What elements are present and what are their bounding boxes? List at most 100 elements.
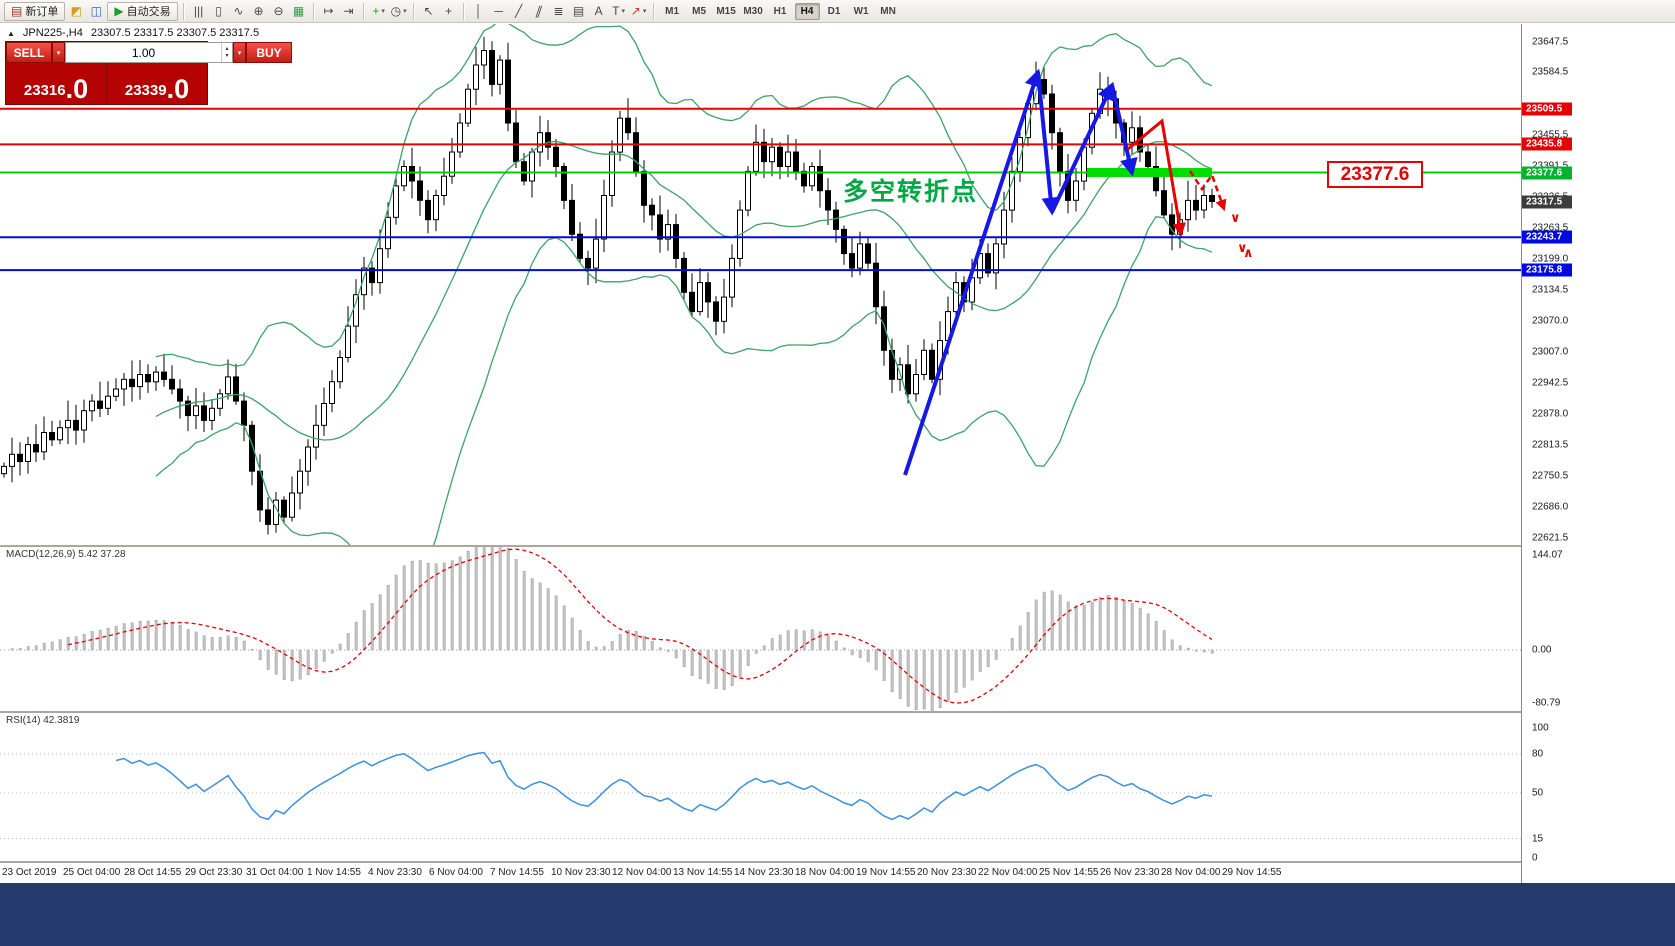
level-lines[interactable] <box>0 107 1521 272</box>
sell-button[interactable]: SELL <box>6 42 52 63</box>
fibonacci-icon[interactable]: ≣ <box>553 4 564 18</box>
time-axis-label: 6 Nov 04:00 <box>429 867 483 878</box>
time-axis-label: 25 Oct 04:00 <box>63 867 121 878</box>
toolbar-separator <box>182 2 185 20</box>
turning-point-annotation[interactable]: 多空转折点 <box>843 178 979 206</box>
timeframe-m1-button[interactable]: M1 <box>665 5 680 17</box>
data-window-icon[interactable]: ◫ <box>90 4 103 18</box>
blue-zigzag-arrows[interactable] <box>903 68 1138 476</box>
price-callout[interactable]: 23377.6 <box>1327 161 1423 188</box>
macd-signal-line <box>67 548 1213 704</box>
toolbar-separator <box>362 2 365 20</box>
volume-up-icon[interactable]: ▴ <box>225 45 229 52</box>
price-tag: 23175.8 <box>1522 263 1572 277</box>
volume-down-icon[interactable]: ▾ <box>225 52 229 59</box>
bid-main: 23316 <box>23 82 66 99</box>
one-click-trading-panel: SELL ▾ ▴▾ ▾ BUY 23316.0 23339.0 <box>5 41 292 105</box>
indicators-button[interactable]: + ▾ <box>372 4 385 18</box>
timeframe-m5-button[interactable]: M5 <box>692 5 707 17</box>
timeframe-mn-button[interactable]: MN <box>880 5 896 17</box>
macd-panel-separator[interactable] <box>0 545 1675 547</box>
cursor-icon[interactable]: ↖ <box>423 4 434 18</box>
bid-frac: .0 <box>65 74 89 104</box>
price-scale[interactable]: 23647.523584.523455.523391.523326.523263… <box>1521 24 1675 883</box>
bar-chart-icon[interactable]: ||| <box>193 4 204 18</box>
line-chart-icon[interactable]: ∿ <box>233 4 244 18</box>
time-axis-label: 4 Nov 23:30 <box>368 867 422 878</box>
price-scale-label: 23007.0 <box>1532 346 1569 358</box>
one-click-top-row: SELL ▾ ▴▾ ▾ BUY <box>6 42 292 63</box>
toolbar-separator <box>462 2 465 20</box>
arrows-tool-button[interactable]: ↗ ▾ <box>630 4 647 18</box>
chart-profiles-icon[interactable]: ◩ <box>70 4 83 18</box>
timeframe-m30-button[interactable]: M30 <box>743 5 763 17</box>
price-tag: 23317.5 <box>1522 195 1572 209</box>
buy-dropdown-icon[interactable]: ▾ <box>233 42 246 63</box>
timeframe-d1-button[interactable]: D1 <box>827 5 841 17</box>
cycle-lines-icon[interactable]: ▤ <box>572 4 585 18</box>
sell-price-button[interactable]: 23316.0 <box>6 63 106 104</box>
time-axis-label: 31 Oct 04:00 <box>246 867 304 878</box>
price-tag: 23509.5 <box>1522 102 1572 116</box>
red-dashed-projection-arrow[interactable] <box>1188 170 1227 212</box>
equidistant-channel-icon[interactable]: ∥ <box>533 4 544 18</box>
rsi-scale-label: 80 <box>1532 748 1544 760</box>
crosshair-icon[interactable]: + <box>445 4 453 18</box>
tile-windows-icon[interactable]: ▦ <box>292 4 305 18</box>
price-scale-label: 23455.5 <box>1532 129 1569 141</box>
label-tool-button[interactable]: T ▾ <box>612 4 625 18</box>
volume-input[interactable] <box>66 43 221 62</box>
time-axis[interactable]: 23 Oct 2019 25 Oct 04:00 28 Oct 14:55 29 Oc… <box>0 863 1675 883</box>
chart-shift-icon[interactable]: ⇥ <box>343 4 354 18</box>
price-scale-label: 22813.5 <box>1532 439 1569 451</box>
support-zone[interactable] <box>1087 168 1212 177</box>
volume-box: ▴▾ <box>65 42 233 63</box>
sell-dropdown-icon[interactable]: ▾ <box>52 42 65 63</box>
timeframe-m15-button[interactable]: M15 <box>716 5 736 17</box>
price-scale-label: 22686.0 <box>1532 501 1569 513</box>
zoom-in-icon[interactable]: ⊕ <box>253 4 264 18</box>
macd-scale-label: 144.07 <box>1532 549 1563 561</box>
red-check-mark[interactable]: ∧ <box>1243 246 1254 261</box>
periods-button[interactable]: ◷ ▾ <box>390 4 407 18</box>
time-axis-label: 14 Nov 23:30 <box>734 867 794 878</box>
macd-panel[interactable] <box>0 547 1521 711</box>
time-axis-label: 29 Oct 23:30 <box>185 867 243 878</box>
rsi-scale-label: 15 <box>1532 833 1544 844</box>
timeframe-h1-button[interactable]: H1 <box>773 5 787 17</box>
rsi-scale-label: 50 <box>1532 787 1544 799</box>
red-check-mark[interactable]: ∨ <box>1237 241 1248 256</box>
time-axis-label: 28 Nov 04:00 <box>1161 867 1221 878</box>
vertical-line-icon[interactable]: │ <box>474 4 483 18</box>
symbol-period-label: JPN225-,H4 <box>22 27 83 39</box>
rsi-panel-separator[interactable] <box>0 711 1675 713</box>
toolbar-separator <box>312 2 315 20</box>
buy-button[interactable]: BUY <box>246 42 292 63</box>
toolbar-separator <box>412 2 415 20</box>
candles <box>1 36 1215 535</box>
price-scale-label: 23070.0 <box>1532 315 1569 327</box>
buy-price-button[interactable]: 23339.0 <box>106 63 207 104</box>
red-zigzag-arrow[interactable] <box>1127 118 1186 237</box>
toolbar-separator <box>652 2 655 20</box>
new-order-button[interactable]: ▤ 新订单 <box>4 1 66 21</box>
horizontal-line-icon[interactable]: ─ <box>494 4 503 18</box>
text-tool-button[interactable]: A <box>594 4 603 18</box>
timeframe-w1-button[interactable]: W1 <box>853 5 869 17</box>
timeframe-h4-button[interactable]: H4 <box>794 2 820 20</box>
red-check-mark[interactable]: ∨ <box>1230 211 1241 226</box>
trendline-icon[interactable]: ╱ <box>514 4 523 18</box>
candlestick-chart-icon[interactable]: ▯ <box>215 4 222 18</box>
auto-scroll-icon[interactable]: ↦ <box>323 4 334 18</box>
price-scale-label: 23584.5 <box>1532 66 1569 78</box>
time-axis-label: 25 Nov 14:55 <box>1039 867 1099 878</box>
volume-spinner[interactable]: ▴ ▾ <box>221 43 232 62</box>
autotrading-button[interactable]: ▶ 自动交易 <box>107 1 178 21</box>
time-axis-label: 13 Nov 14:55 <box>673 867 733 878</box>
zoom-out-icon[interactable]: ⊖ <box>273 4 284 18</box>
price-scale-label: 22621.5 <box>1532 532 1569 544</box>
taskbar <box>0 883 1675 946</box>
one-click-collapse-arrow[interactable]: ▲ <box>7 28 15 38</box>
main-chart[interactable]: ∨∨∧ <box>0 24 1521 545</box>
rsi-panel[interactable] <box>0 713 1521 861</box>
